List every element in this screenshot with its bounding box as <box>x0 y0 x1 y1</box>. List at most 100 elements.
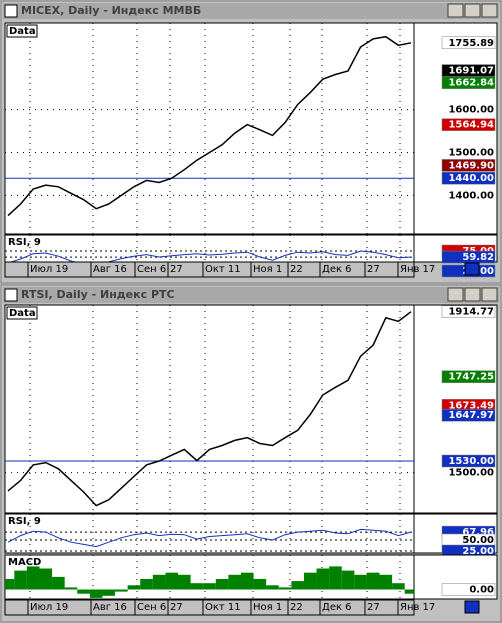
scale-marker: 1691.07 <box>441 64 496 77</box>
scroll-button[interactable] <box>464 262 480 276</box>
x-axis-bg <box>4 599 415 616</box>
x-tick-label: Ноя 1 <box>253 264 282 275</box>
marker-label: 59.82 <box>462 252 494 263</box>
panel-label: RSI, 9 <box>8 516 41 527</box>
marker-box <box>441 76 496 89</box>
marker-label: 1440.00 <box>448 173 494 184</box>
macd-bar <box>190 583 204 590</box>
x-tick-label: Янв 17 <box>400 264 435 275</box>
close-button[interactable] <box>481 287 498 302</box>
marker-label: 1691.07 <box>448 66 494 77</box>
scale-marker: 1747.25 <box>441 370 496 383</box>
macd-bar <box>354 574 367 590</box>
macd-bar <box>152 574 166 590</box>
x-tick-label: Сен 6 <box>137 264 166 275</box>
maximize-button[interactable] <box>464 287 481 302</box>
x-tick-label: Дек 6 <box>322 602 352 613</box>
x-tick-label: Окт 11 <box>205 602 241 613</box>
macd-bar <box>165 572 179 590</box>
marker-label: 1530.00 <box>448 456 494 467</box>
macd-bar <box>341 570 355 590</box>
panel-bg <box>4 22 415 235</box>
macd-bar <box>379 574 393 590</box>
macd-bar <box>39 568 53 590</box>
y-tick-label: 1400.00 <box>448 190 494 201</box>
x-tick-label: 27 <box>367 264 380 275</box>
scale-marker: 1914.77 <box>441 305 496 318</box>
macd-bar <box>5 579 15 590</box>
y-tick-label: 1500.00 <box>448 468 494 479</box>
panel-bg <box>4 513 415 554</box>
scroll-button[interactable] <box>464 600 480 614</box>
scale-marker: 1469.90 <box>441 159 496 172</box>
macd-bar <box>14 570 27 590</box>
marker-label: 25.00 <box>462 546 494 557</box>
macd-bar <box>404 589 414 594</box>
y-tick-label: 1600.00 <box>448 105 494 116</box>
panel-label-box <box>6 306 38 320</box>
macd-bar <box>178 574 191 590</box>
scale-marker: 50.00 <box>441 533 496 547</box>
x-tick-label: 27 <box>170 264 183 275</box>
scale-marker: 1530.00 <box>441 454 496 468</box>
close-button[interactable] <box>481 3 498 18</box>
marker-label: 1747.25 <box>448 372 494 383</box>
price-line <box>7 35 412 217</box>
minimize-button[interactable] <box>447 287 464 302</box>
marker-label: 1914.77 <box>448 307 494 318</box>
x-tick-label: Июл 19 <box>30 602 68 613</box>
x-tick-label: 27 <box>367 602 380 613</box>
macd-bar <box>89 589 103 598</box>
macd-bar <box>392 583 405 590</box>
rsi-line <box>7 528 412 548</box>
macd-bar <box>253 579 267 590</box>
panel-bg <box>4 234 415 263</box>
scale-marker: 1662.84 <box>441 76 496 89</box>
x-tick-label: Сен 6 <box>137 602 166 613</box>
x-axis-bg <box>4 261 415 278</box>
x-tick-label: 22 <box>290 602 303 613</box>
marker-label: 1647.97 <box>448 410 494 421</box>
scale-marker: 59.82 <box>441 250 496 264</box>
macd-bar <box>127 585 141 590</box>
macd-bar <box>215 579 229 590</box>
macd-bar <box>115 589 128 592</box>
marker-box <box>441 36 496 50</box>
minimize-button[interactable] <box>447 3 464 18</box>
macd-bar <box>240 572 254 590</box>
macd-bar <box>316 568 330 590</box>
marker-label: 67.96 <box>462 527 494 538</box>
macd-bar <box>64 587 78 590</box>
x-tick-label: Ноя 1 <box>253 602 282 613</box>
x-tick-label: Дек 6 <box>322 264 352 275</box>
panel-bg <box>4 304 415 514</box>
panel-label: RSI, 9 <box>8 237 41 248</box>
marker-box <box>441 159 496 172</box>
macd-bar <box>266 585 279 590</box>
x-tick-label: Окт 11 <box>205 264 241 275</box>
x-tick-label: Янв 17 <box>400 602 435 613</box>
marker-box <box>441 305 496 318</box>
window-title: MICEX, Daily - Индекс ММВБ <box>21 4 201 17</box>
macd-bar <box>303 572 317 590</box>
marker-label: 1662.84 <box>448 78 494 89</box>
x-tick-label: Авг 16 <box>93 602 127 613</box>
marker-box <box>441 583 496 596</box>
macd-bar <box>26 566 40 590</box>
scale-marker: 1440.00 <box>441 171 496 185</box>
macd-bar <box>228 574 241 590</box>
marker-box <box>441 408 496 422</box>
panel-label: Data <box>9 26 36 37</box>
marker-label: 1564.94 <box>448 120 494 131</box>
panel-label-box <box>6 24 38 38</box>
marker-label: 1673.49 <box>448 400 494 411</box>
scale-marker: 1564.94 <box>441 118 496 131</box>
title-bar <box>3 3 499 19</box>
marker-label: 1469.90 <box>448 160 494 171</box>
macd-bar <box>102 589 116 596</box>
scale-marker: 1755.89 <box>441 36 496 50</box>
window-icon <box>4 288 18 302</box>
maximize-button[interactable] <box>464 3 481 18</box>
price-line <box>7 311 412 507</box>
